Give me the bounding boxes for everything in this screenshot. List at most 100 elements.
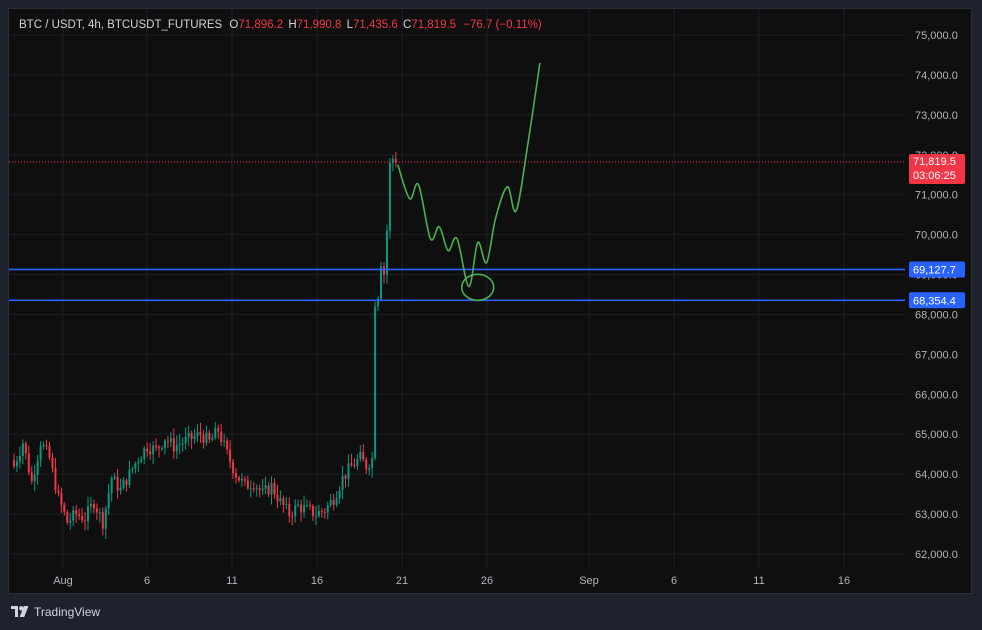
candle-body <box>187 432 190 437</box>
candle-body <box>161 447 163 449</box>
candle-body <box>184 436 187 444</box>
price-tick-label: 71,000.0 <box>915 190 958 202</box>
candle-body <box>282 498 285 505</box>
highlight-circle[interactable] <box>460 273 495 302</box>
time-tick-label: 16 <box>311 575 323 587</box>
candle-body <box>48 446 51 458</box>
candle-body <box>243 478 246 481</box>
candle-body <box>98 512 101 514</box>
price-axis[interactable]: 75,000.074,000.073,000.072,000.071,000.0… <box>905 9 966 593</box>
candle-body <box>116 476 119 491</box>
price-tick-label: 63,000.0 <box>915 509 958 521</box>
candle-body <box>140 459 143 462</box>
candle-body <box>36 460 39 475</box>
candle-body <box>335 498 338 505</box>
candle-body <box>137 461 140 464</box>
countdown-label: 03:06:25 <box>913 170 956 182</box>
candle-body <box>89 503 92 507</box>
footer-branding[interactable]: TradingView <box>10 603 100 621</box>
candle-body <box>211 437 214 440</box>
candle-body <box>303 505 306 513</box>
candle-body <box>81 515 84 521</box>
candle-body <box>149 451 152 455</box>
candle-body <box>326 505 329 513</box>
candle-body <box>394 158 397 163</box>
time-tick-label: 11 <box>753 575 764 587</box>
candle-body <box>155 445 158 448</box>
candle-body <box>391 158 394 163</box>
candle-body <box>371 458 374 469</box>
grid-lines <box>9 9 905 569</box>
candle-body <box>214 427 217 438</box>
candle-body <box>297 504 300 506</box>
symbol-title: BTC / USDT, 4h, BTCUSDT_FUTURES <box>19 19 223 31</box>
candle-body <box>146 448 149 452</box>
candle-body <box>226 440 229 450</box>
change-value: −76.7 (−0.11%) <box>463 19 542 31</box>
candle-body <box>166 440 169 442</box>
candle-body <box>237 477 240 481</box>
current-price-label: 71,819.5 <box>913 156 956 168</box>
horizontal-levels[interactable] <box>9 161 905 302</box>
time-tick-label: Sep <box>579 575 599 587</box>
candle-body <box>169 437 172 442</box>
candle-body <box>317 511 320 517</box>
time-tick-label: 26 <box>481 575 493 587</box>
candle-body <box>45 445 48 447</box>
candle-body <box>87 506 89 522</box>
price-tick-label: 74,000.0 <box>915 70 958 82</box>
tradingview-logo-icon <box>11 606 29 617</box>
candle-body <box>15 461 18 467</box>
time-tick-label: 6 <box>671 575 677 587</box>
candle-body <box>178 444 181 446</box>
candle-body <box>300 504 303 513</box>
forecast-drawing[interactable] <box>397 62 541 302</box>
candle-body <box>190 432 193 439</box>
price-tick-label: 65,000.0 <box>915 429 958 441</box>
candle-body <box>13 460 15 467</box>
candle-body <box>338 490 341 499</box>
candle-body <box>261 488 264 491</box>
candle-body <box>51 457 54 468</box>
candlestick-series <box>13 151 397 539</box>
candle-body <box>240 478 243 481</box>
forecast-path[interactable] <box>397 62 541 288</box>
candle-body <box>18 455 21 462</box>
candle-body <box>181 443 184 445</box>
candle-body <box>356 459 359 467</box>
candle-body <box>39 446 42 461</box>
candle-body <box>125 480 128 486</box>
candle-body <box>368 468 371 470</box>
candle-body <box>128 469 131 486</box>
candle-body <box>63 504 66 512</box>
candle-body <box>223 440 226 442</box>
price-tick-label: 75,000.0 <box>915 30 958 42</box>
low-label: L <box>346 19 354 31</box>
level-price-label: 68,354.4 <box>913 295 956 307</box>
time-tick-label: 11 <box>226 575 237 587</box>
candle-body <box>249 488 252 490</box>
price-chart[interactable]: 75,000.074,000.073,000.072,000.071,000.0… <box>9 9 971 593</box>
candle-body <box>291 516 294 518</box>
candle-body <box>113 476 116 479</box>
candle-body <box>110 478 113 494</box>
candle-body <box>202 434 205 443</box>
time-tick-label: 6 <box>144 575 150 587</box>
candle-body <box>143 448 146 460</box>
candle-body <box>205 432 208 443</box>
time-axis[interactable]: Aug 6 11 16 21 26 Sep 6 11 16 <box>53 575 850 587</box>
candle-body <box>69 520 72 523</box>
candle-body <box>344 475 347 479</box>
candle-body <box>279 498 282 502</box>
candle-body <box>380 266 383 299</box>
candle-body <box>332 499 335 505</box>
candle-body <box>107 493 110 509</box>
candle-body <box>285 503 288 505</box>
candle-body <box>24 443 27 454</box>
chart-panel[interactable]: 75,000.074,000.073,000.072,000.071,000.0… <box>8 8 972 594</box>
candle-body <box>306 505 309 507</box>
candle-body <box>374 306 377 459</box>
candle-body <box>66 511 69 523</box>
candle-body <box>341 475 344 491</box>
candle-body <box>42 445 45 447</box>
